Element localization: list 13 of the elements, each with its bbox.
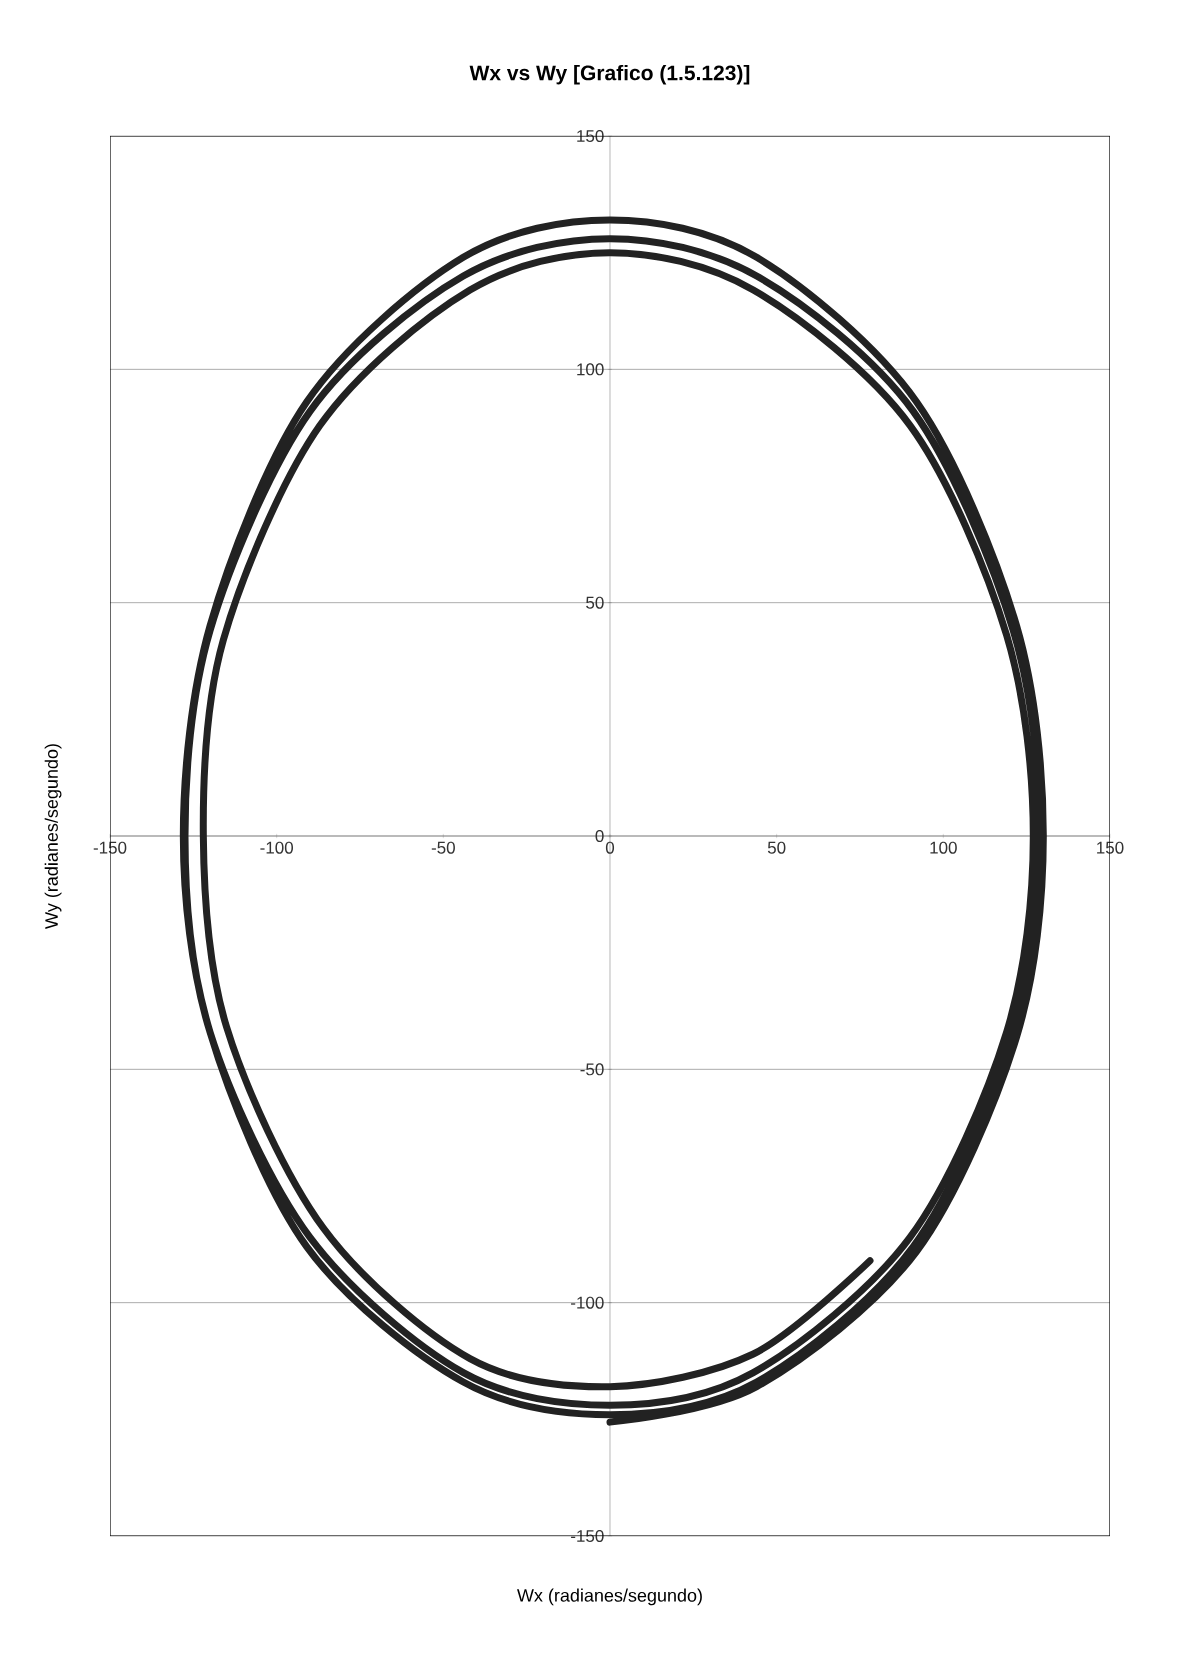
chart-title: Wx vs Wy [Grafico (1.5.123)] [469, 64, 750, 85]
x-tick-label: 0 [605, 841, 615, 854]
y-tick-label: 0 [595, 829, 604, 843]
x-tick-label: 100 [930, 841, 957, 854]
x-axis-title: Wx (radianes/segundo) [517, 1588, 702, 1606]
x-tick-label: -50 [431, 841, 455, 854]
y-tick-label: -50 [580, 1063, 604, 1076]
y-tick-label: -100 [571, 1296, 604, 1309]
y-tick-label: 50 [586, 596, 604, 609]
x-tick-label: -100 [260, 841, 294, 854]
x-tick-label: 50 [767, 841, 786, 854]
y-tick-label: 100 [577, 363, 604, 376]
y-axis-title: Wy (radianes/segundo) [44, 744, 62, 929]
